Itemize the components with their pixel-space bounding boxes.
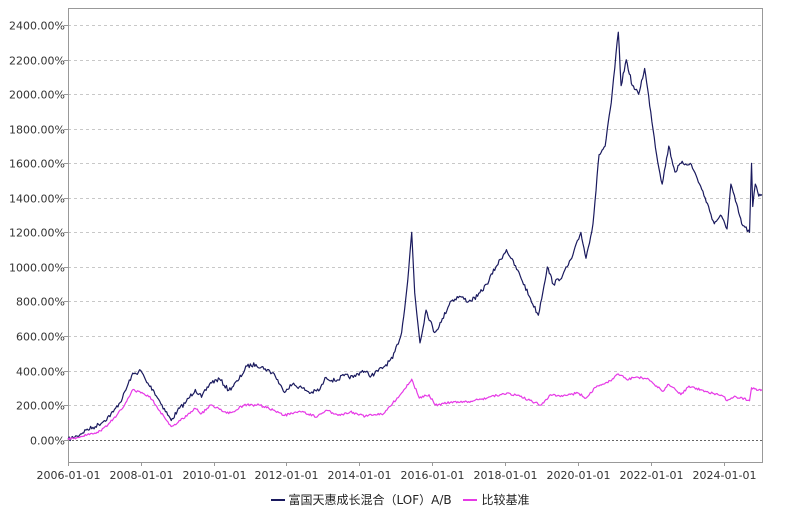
x-tick-label: 2010-01-01 bbox=[183, 469, 247, 482]
y-tick-label: 2400.00% bbox=[9, 20, 65, 33]
y-tick-label: 2000.00% bbox=[9, 89, 65, 102]
x-tick-label: 2024-01-01 bbox=[693, 469, 757, 482]
legend-label-fund: 富国天惠成长混合（LOF）A/B bbox=[288, 493, 452, 507]
grid-lines bbox=[68, 25, 762, 441]
y-tick-label: 1200.00% bbox=[9, 227, 65, 240]
legend-item-fund: 富国天惠成长混合（LOF）A/B bbox=[270, 491, 452, 508]
series-line-fund bbox=[67, 31, 763, 442]
y-tick-label: 2200.00% bbox=[9, 55, 65, 68]
x-tick-label: 2006-01-01 bbox=[37, 469, 101, 482]
x-tick-label: 2022-01-01 bbox=[620, 469, 684, 482]
x-axis-ticks: 2006-01-01 2008-01-01 2010-01-01 2012-01-01… bbox=[37, 462, 757, 482]
x-tick-label: 2020-01-01 bbox=[547, 469, 611, 482]
y-tick-label: 600.00% bbox=[16, 331, 65, 344]
y-tick-label: 400.00% bbox=[16, 366, 65, 379]
y-axis-ticks: 0.00% 200.00% 400.00% 600.00% 800.00% 1000.00… bbox=[9, 20, 68, 448]
legend-swatch-fund bbox=[270, 498, 285, 501]
legend-item-benchmark: 比较基准 bbox=[463, 491, 529, 508]
x-tick-label: 2012-01-01 bbox=[255, 469, 319, 482]
y-tick-label: 1600.00% bbox=[9, 158, 65, 171]
legend-swatch-benchmark bbox=[463, 498, 478, 501]
x-tick-label: 2008-01-01 bbox=[110, 469, 174, 482]
series-line-benchmark bbox=[67, 373, 763, 440]
y-tick-label: 800.00% bbox=[16, 296, 65, 309]
y-tick-label: 1400.00% bbox=[9, 193, 65, 206]
legend-label-benchmark: 比较基准 bbox=[481, 493, 530, 507]
legend: 富国天惠成长混合（LOF）A/B 比较基准 bbox=[0, 491, 800, 509]
x-tick-label: 2018-01-01 bbox=[474, 469, 538, 482]
y-tick-label: 1800.00% bbox=[9, 124, 65, 137]
y-tick-label: 200.00% bbox=[16, 400, 65, 413]
y-tick-label: 1000.00% bbox=[9, 262, 65, 275]
y-tick-label: 0.00% bbox=[30, 435, 65, 448]
axes bbox=[68, 8, 763, 463]
x-tick-label: 2014-01-01 bbox=[328, 469, 392, 482]
series-lines bbox=[67, 31, 763, 442]
x-tick-label: 2016-01-01 bbox=[401, 469, 465, 482]
